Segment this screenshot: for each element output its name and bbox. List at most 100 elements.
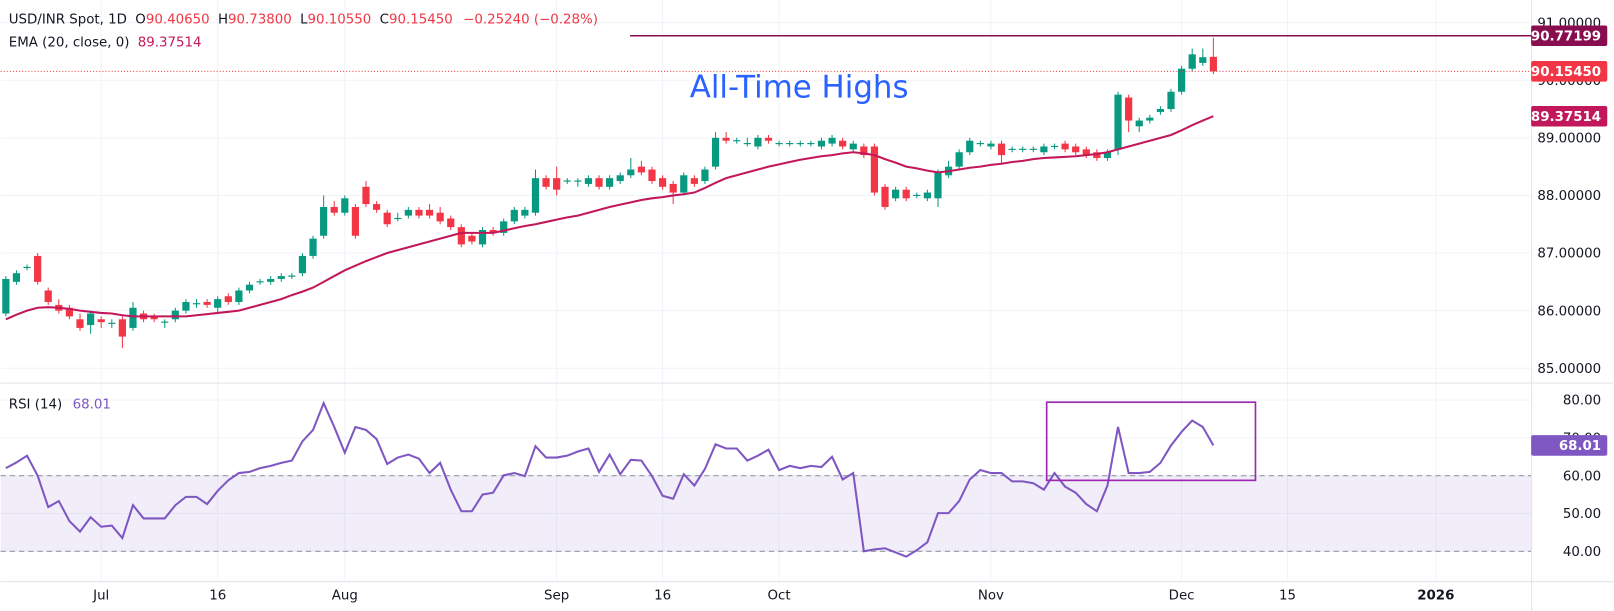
candle-body [987,143,995,147]
candle-body [267,278,275,282]
candle-body [966,140,974,153]
y-tick-label: 50.00 [1563,507,1601,522]
candle-body [447,218,455,228]
candle-body [383,212,391,225]
candle-body [595,178,603,187]
rsi-highlight-box [1045,401,1257,482]
candle-body [97,319,105,323]
candle-body [955,152,963,167]
x-tick-label: 16 [209,589,226,604]
candle-body [235,290,243,303]
candle-body [733,140,741,142]
ohlc-key: O [135,13,146,28]
y-tick-label: 85.00000 [1537,362,1601,377]
candle-body [976,143,984,145]
line-series [5,400,1215,558]
candle-body [108,322,116,324]
candle-body [510,209,518,222]
rsi-value: 68.01 [73,397,111,412]
candle-body [86,313,95,326]
candle-body [415,209,423,216]
rsi-legend: RSI (14) 68.01 [9,397,111,412]
candle-body [1178,68,1186,92]
candle-body [214,299,222,308]
ohlc-value: 90.73800 [228,13,292,28]
candle-body [65,307,74,317]
candle-body [563,180,571,182]
y-tick-label: 60.00 [1563,469,1601,484]
price-badge-label: 89.37514 [1531,110,1601,125]
candle-body [288,275,296,277]
annotation: All-Time Highs [690,70,909,106]
y-tick-label: 80.00 [1563,394,1601,409]
price-badge-label: 90.15450 [1531,65,1601,80]
ohlc-key: H [218,13,228,28]
candle-body [606,178,614,187]
candle-body [118,319,126,337]
rsi-band [0,475,1532,552]
y-tick-label: 87.00000 [1537,247,1601,262]
candle-body [1135,120,1143,127]
candle-body [76,319,84,328]
candle-body [161,321,169,323]
candle-body [1050,145,1059,148]
candle-body [256,281,264,283]
candle-body [722,137,730,141]
y-tick-label: 40.00 [1563,545,1601,560]
candle-body [902,189,910,199]
candle-body [775,143,783,145]
candle-body [934,172,942,199]
y-tick-label: 88.00000 [1537,189,1601,204]
candle-body [860,146,868,156]
candle-body [1156,109,1165,112]
candle-body [658,178,667,187]
candle-body [648,169,656,182]
candle-body [701,169,709,182]
candle-body [192,303,201,305]
candle-body [1103,152,1112,159]
candle-body [754,137,762,147]
candle-body [1209,56,1217,72]
rsi-title: RSI (14) [9,397,62,412]
candle-body [1040,146,1048,153]
ema-name: EMA (20, close, 0) [9,35,130,50]
header: USD/INR Spot, 1D O90.40650 H90.73800 L90… [9,13,598,28]
ema-legend: EMA (20, close, 0) 89.37514 [9,35,202,50]
candle-body [362,186,370,205]
price-badge [1531,61,1608,82]
candle-body [1146,117,1154,121]
ohlc-value: 90.15450 [389,13,453,28]
candle-body [277,276,285,279]
candle-body [224,296,232,303]
candle-body [913,194,921,197]
candle-body [478,230,487,245]
candle-body [1167,91,1175,110]
candle-body [1008,148,1016,150]
price-badge-label: 68.01 [1559,439,1601,454]
candle-body [1188,54,1196,69]
candle-body [1082,149,1090,156]
x-tick-label: 15 [1279,589,1296,604]
ema-value: 89.37514 [138,35,202,50]
candle-body [839,140,847,147]
candle-body [309,238,317,256]
x-tick-label: Oct [768,589,791,604]
candle-body [44,290,52,303]
candle-body [1199,57,1207,63]
candle-body [436,212,444,222]
candle-body [330,206,338,213]
candle-body [1072,146,1080,153]
candle-body [372,204,381,210]
candle-body [786,143,794,145]
candle-body [320,206,328,236]
candle-body [1125,97,1133,121]
candle-body [669,183,677,193]
ohlc-value: 90.40650 [146,13,210,28]
candle-body [690,178,698,184]
candle-body [129,307,137,328]
candle-body [817,140,826,147]
candle-body [489,230,497,233]
x-tick-label: Jul [92,589,109,604]
